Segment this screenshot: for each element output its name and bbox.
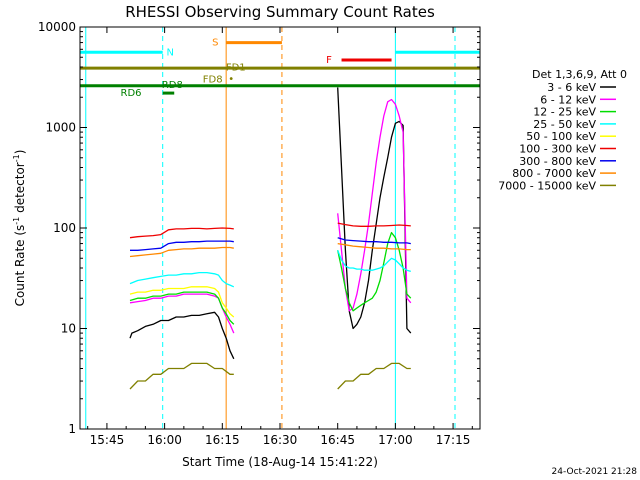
series-line — [337, 222, 411, 227]
series-line — [337, 231, 412, 312]
series-line — [129, 311, 235, 360]
series-7 — [129, 242, 411, 258]
annotation-label: • — [228, 74, 234, 85]
series-line — [337, 87, 412, 334]
legend-label: 50 - 100 keV — [526, 130, 596, 143]
x-axis-label: Start Time (18-Aug-14 15:41:22) — [182, 455, 378, 469]
y-tick-label: 10000 — [38, 20, 76, 34]
annotation-label: RD8 — [162, 80, 183, 91]
series-line — [129, 362, 234, 390]
x-tick-label: 16:45 — [320, 433, 355, 447]
chart-title: RHESSI Observing Summary Count Rates — [125, 3, 435, 21]
y-tick-label: 10 — [61, 322, 76, 336]
x-tick-label: 16:30 — [263, 433, 298, 447]
timestamp: 24-Oct-2021 21:28 — [552, 467, 638, 477]
legend-label: 800 - 7000 keV — [512, 167, 596, 180]
series-line — [337, 242, 411, 251]
y-tick-label: 100 — [53, 221, 76, 235]
y-axis-label: Count Rate (s-1 detector-1) — [12, 150, 27, 307]
legend-label: 7000 - 15000 keV — [498, 179, 596, 192]
legend-label: 6 - 12 keV — [540, 93, 596, 106]
series-5 — [129, 222, 411, 239]
series-line — [129, 271, 235, 288]
series-line — [129, 286, 235, 318]
status-bar-label: S — [212, 38, 218, 49]
x-tick-label: 15:45 — [90, 433, 125, 447]
series-line — [337, 250, 411, 273]
series-4 — [129, 286, 235, 318]
legend-label: 3 - 6 keV — [547, 81, 596, 94]
x-tick-label: 17:00 — [378, 433, 413, 447]
annotation-label: FD8 — [203, 75, 223, 86]
series-line — [129, 246, 234, 258]
status-bar-label: N — [167, 47, 174, 58]
x-tick-label: 17:15 — [436, 433, 471, 447]
series-line — [337, 362, 411, 390]
series-line — [337, 237, 411, 245]
series-0 — [129, 87, 412, 360]
legend-label: 100 - 300 keV — [519, 143, 596, 156]
series-line — [129, 291, 235, 325]
legend-title: Det 1,3,6,9, Att 0 — [532, 68, 627, 81]
series-2 — [129, 231, 412, 325]
series-line — [129, 227, 234, 239]
series-6 — [130, 237, 411, 251]
y-tick-label: 1000 — [45, 121, 76, 135]
x-tick-label: 16:00 — [147, 433, 182, 447]
x-tick-label: 16:15 — [205, 433, 240, 447]
axes: 15:45 16:00 16:15 16:30 16:45 17:00 17:15 1 10 10… — [38, 20, 480, 447]
y-tick-label: 1 — [68, 422, 76, 436]
series-line — [337, 98, 412, 312]
annotation-label: FD1 — [226, 63, 246, 74]
legend-label: 25 - 50 keV — [533, 118, 596, 131]
status-bar-label: RD6 — [121, 88, 142, 99]
legend-label: 300 - 800 keV — [519, 155, 596, 168]
legend-label: 12 - 25 keV — [533, 106, 596, 119]
series-3 — [129, 250, 411, 288]
series-8 — [129, 362, 411, 390]
status-bar-label: F — [326, 55, 332, 66]
series-line — [130, 240, 234, 251]
